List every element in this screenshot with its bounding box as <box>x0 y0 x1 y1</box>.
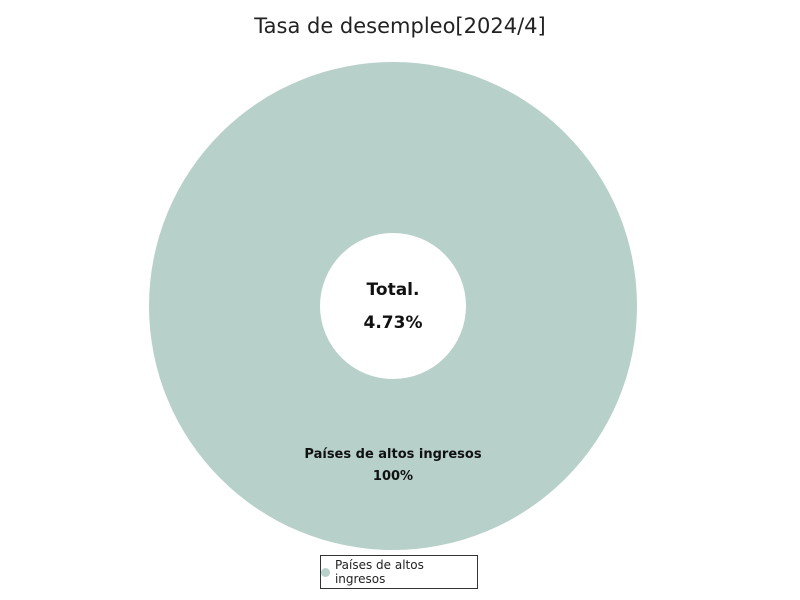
legend: Países de altos ingresos <box>320 555 478 589</box>
slice-label-0: Países de altos ingresos <box>304 447 481 462</box>
chart-title: Tasa de desempleo[2024/4] <box>254 14 546 38</box>
slice-percent-label-0: 100% <box>373 469 413 484</box>
center-value: 4.73% <box>364 313 423 333</box>
legend-swatch <box>321 567 330 577</box>
center-title: Total. <box>367 280 420 300</box>
legend-label[interactable]: Países de altos ingresos <box>334 558 424 586</box>
donut-hole <box>320 233 466 379</box>
